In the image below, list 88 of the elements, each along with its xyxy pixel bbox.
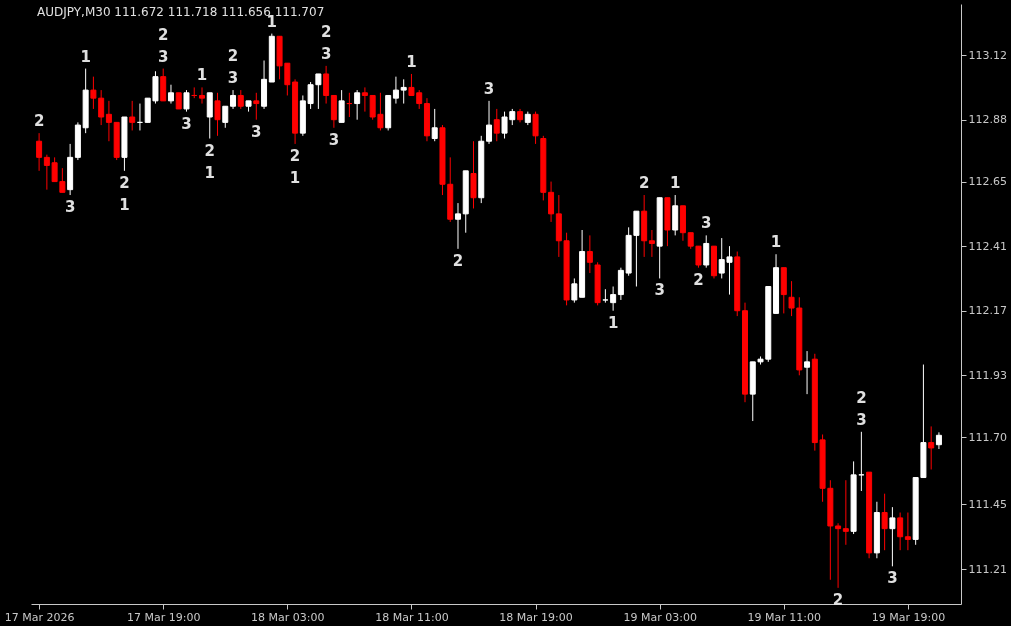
annotation: 2: [638, 174, 650, 193]
y-tick-label: 112.65: [968, 175, 1007, 189]
annotation: 1: [770, 233, 782, 252]
candlestick: [835, 522, 842, 589]
annotation: 1: [406, 52, 417, 71]
candlestick: [532, 111, 539, 145]
annotation: 2: [856, 388, 867, 407]
annotation: 2: [119, 173, 130, 192]
annotation: 3: [856, 410, 867, 429]
candlestick: [129, 100, 136, 131]
candlestick: [230, 89, 237, 110]
x-tick-label: 18 Mar 03:00: [251, 610, 325, 624]
x-tick-label: 19 Mar 19:00: [871, 610, 946, 624]
y-tick-label: 112.41: [968, 239, 1007, 253]
candlestick: [214, 92, 221, 137]
annotation: 3: [251, 122, 262, 141]
candlestick: [237, 89, 244, 110]
annotation: 2: [832, 590, 844, 609]
candlestick: [897, 512, 904, 551]
x-tick-label: 19 Mar 03:00: [623, 610, 697, 624]
annotation: 3: [64, 198, 76, 217]
candlestick: [486, 100, 493, 145]
annotation: 3: [181, 114, 192, 133]
annotation: 2: [693, 270, 704, 289]
annotation: 3: [483, 79, 495, 98]
x-tick-label: 17 Mar 2026: [4, 610, 75, 624]
candlestick: [493, 108, 500, 142]
y-tick-label: 111.93: [968, 368, 1007, 382]
annotation: 2: [452, 251, 464, 270]
candlestick: [431, 108, 438, 142]
candlestick: [354, 89, 361, 121]
annotation: 2: [320, 22, 332, 41]
annotation: 3: [328, 130, 340, 149]
candlestick: [454, 202, 461, 250]
candlestick: [548, 181, 555, 223]
candlestick: [167, 84, 174, 105]
candlestick: [889, 506, 896, 567]
candlestick: [842, 479, 849, 546]
candlestick: [361, 86, 368, 113]
x-tick-label: 17 Mar 19:00: [126, 610, 201, 624]
annotation: 2: [227, 47, 239, 66]
candlestick: [323, 65, 330, 105]
annotation: 3: [887, 569, 898, 588]
x-tick-label: 18 Mar 19:00: [499, 610, 573, 624]
candlestick: [703, 234, 710, 269]
y-tick-label: 111.70: [968, 430, 1007, 444]
y-tick-label: 112.88: [968, 113, 1007, 127]
candlestick: [610, 286, 617, 312]
candlestick: [858, 431, 865, 492]
annotation: 2: [289, 146, 301, 165]
candlestick: [928, 425, 935, 470]
annotation: 3: [227, 69, 239, 88]
candlestick: [199, 86, 205, 105]
y-tick-label: 112.17: [968, 304, 1007, 318]
y-tick-label: 113.12: [968, 48, 1007, 62]
candlestick: [392, 76, 399, 105]
candlestick: [602, 288, 609, 304]
annotation: 3: [158, 47, 169, 66]
annotation: 2: [33, 112, 45, 131]
annotation: 1: [669, 174, 681, 193]
annotation: 1: [80, 47, 91, 66]
candlestick: [881, 493, 888, 551]
candlestick: [183, 89, 190, 113]
annotation: 1: [289, 168, 301, 187]
annotation: 1: [607, 313, 619, 332]
candlestick: [253, 92, 260, 121]
annotation: 2: [158, 25, 169, 44]
candlestick: [338, 89, 345, 123]
annotation: 1: [204, 163, 215, 182]
candlestick: [586, 234, 593, 274]
candlestick: [648, 229, 655, 258]
candlestick: [222, 105, 229, 129]
candlestick: [105, 100, 112, 142]
annotation: 3: [654, 281, 665, 300]
y-tick-label: 111.21: [968, 562, 1007, 576]
annotation: 1: [119, 195, 130, 214]
candlestick: [571, 277, 578, 304]
candlestick: [804, 350, 811, 395]
annotation: 2: [204, 141, 215, 160]
annotation: 3: [320, 44, 332, 63]
candlestick: [36, 132, 43, 172]
annotation: 3: [701, 214, 712, 233]
y-tick-label: 111.45: [968, 497, 1007, 511]
x-tick-label: 18 Mar 11:00: [375, 610, 449, 624]
annotation: 1: [196, 66, 208, 85]
candlestick: [400, 78, 407, 105]
candlestick: [904, 512, 911, 551]
x-tick-label: 19 Mar 11:00: [747, 610, 822, 624]
